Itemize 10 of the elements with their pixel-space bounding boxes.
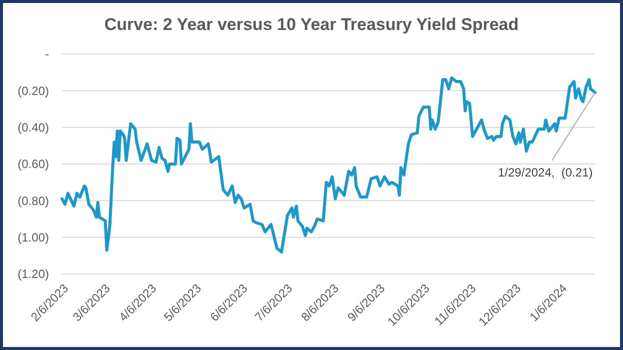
y-tick-label: (0.60) [18, 157, 49, 172]
line-series [60, 76, 596, 254]
y-tick-label: (1.00) [18, 230, 49, 245]
y-tick-label: (0.80) [18, 194, 49, 208]
y-tick-label: - [45, 47, 49, 62]
y-tick-label: (0.20) [18, 84, 49, 98]
y-tick-label: (1.20) [18, 267, 49, 282]
annotation: 1/29/2024, (0.21) [498, 166, 593, 180]
y-tick-label: (0.40) [18, 120, 49, 135]
chart-title: Curve: 2 Year versus 10 Year Treasury Yield Spread [104, 15, 519, 34]
